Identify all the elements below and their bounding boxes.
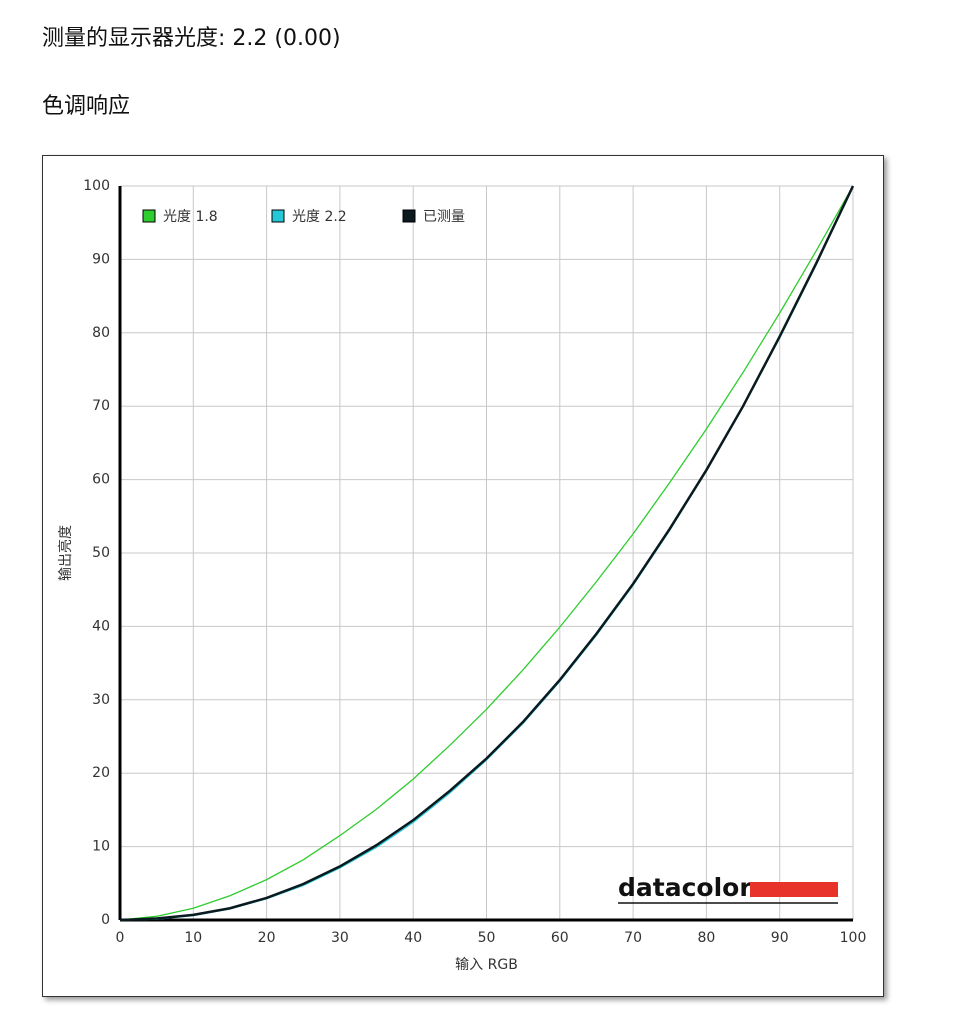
legend-label: 已测量 (423, 209, 465, 225)
y-tick-label: 70 (92, 398, 110, 414)
legend-label: 光度 2.2 (292, 209, 347, 225)
y-tick-label: 30 (92, 692, 110, 708)
watermark-bar (750, 882, 838, 897)
x-tick-label: 50 (478, 930, 496, 946)
y-tick-label: 90 (92, 251, 110, 267)
y-axis-label: 输出亮度 (57, 525, 74, 581)
series-line (119, 185, 855, 922)
legend-swatch (402, 209, 416, 223)
y-tick-label: 50 (92, 545, 110, 561)
x-tick-label: 20 (258, 930, 276, 946)
y-tick-label: 10 (92, 839, 110, 855)
y-tick-label: 40 (92, 618, 110, 634)
series-line (119, 185, 854, 921)
x-tick-label: 30 (331, 930, 349, 946)
x-axis-label: 输入 RGB (455, 957, 518, 973)
x-tick-label: 100 (840, 930, 867, 946)
y-tick-label: 0 (101, 912, 110, 928)
chart-frame (42, 155, 884, 997)
y-tick-label: 80 (92, 325, 110, 341)
legend-label: 光度 1.8 (163, 209, 218, 225)
y-tick-label: 60 (92, 472, 110, 488)
legend-swatch (142, 209, 156, 223)
x-tick-label: 80 (697, 930, 715, 946)
x-tick-label: 0 (116, 930, 125, 946)
page-heading: 测量的显示器光度: 2.2 (0.00) (42, 26, 341, 51)
y-tick-label: 20 (92, 765, 110, 781)
y-tick-label: 100 (83, 178, 110, 194)
x-tick-label: 40 (404, 930, 422, 946)
x-tick-label: 10 (184, 930, 202, 946)
legend-swatch (271, 209, 285, 223)
x-tick-label: 90 (771, 930, 789, 946)
x-tick-label: 60 (551, 930, 569, 946)
section-heading: 色调响应 (42, 94, 131, 119)
watermark: datacolor (618, 873, 752, 902)
x-tick-label: 70 (624, 930, 642, 946)
